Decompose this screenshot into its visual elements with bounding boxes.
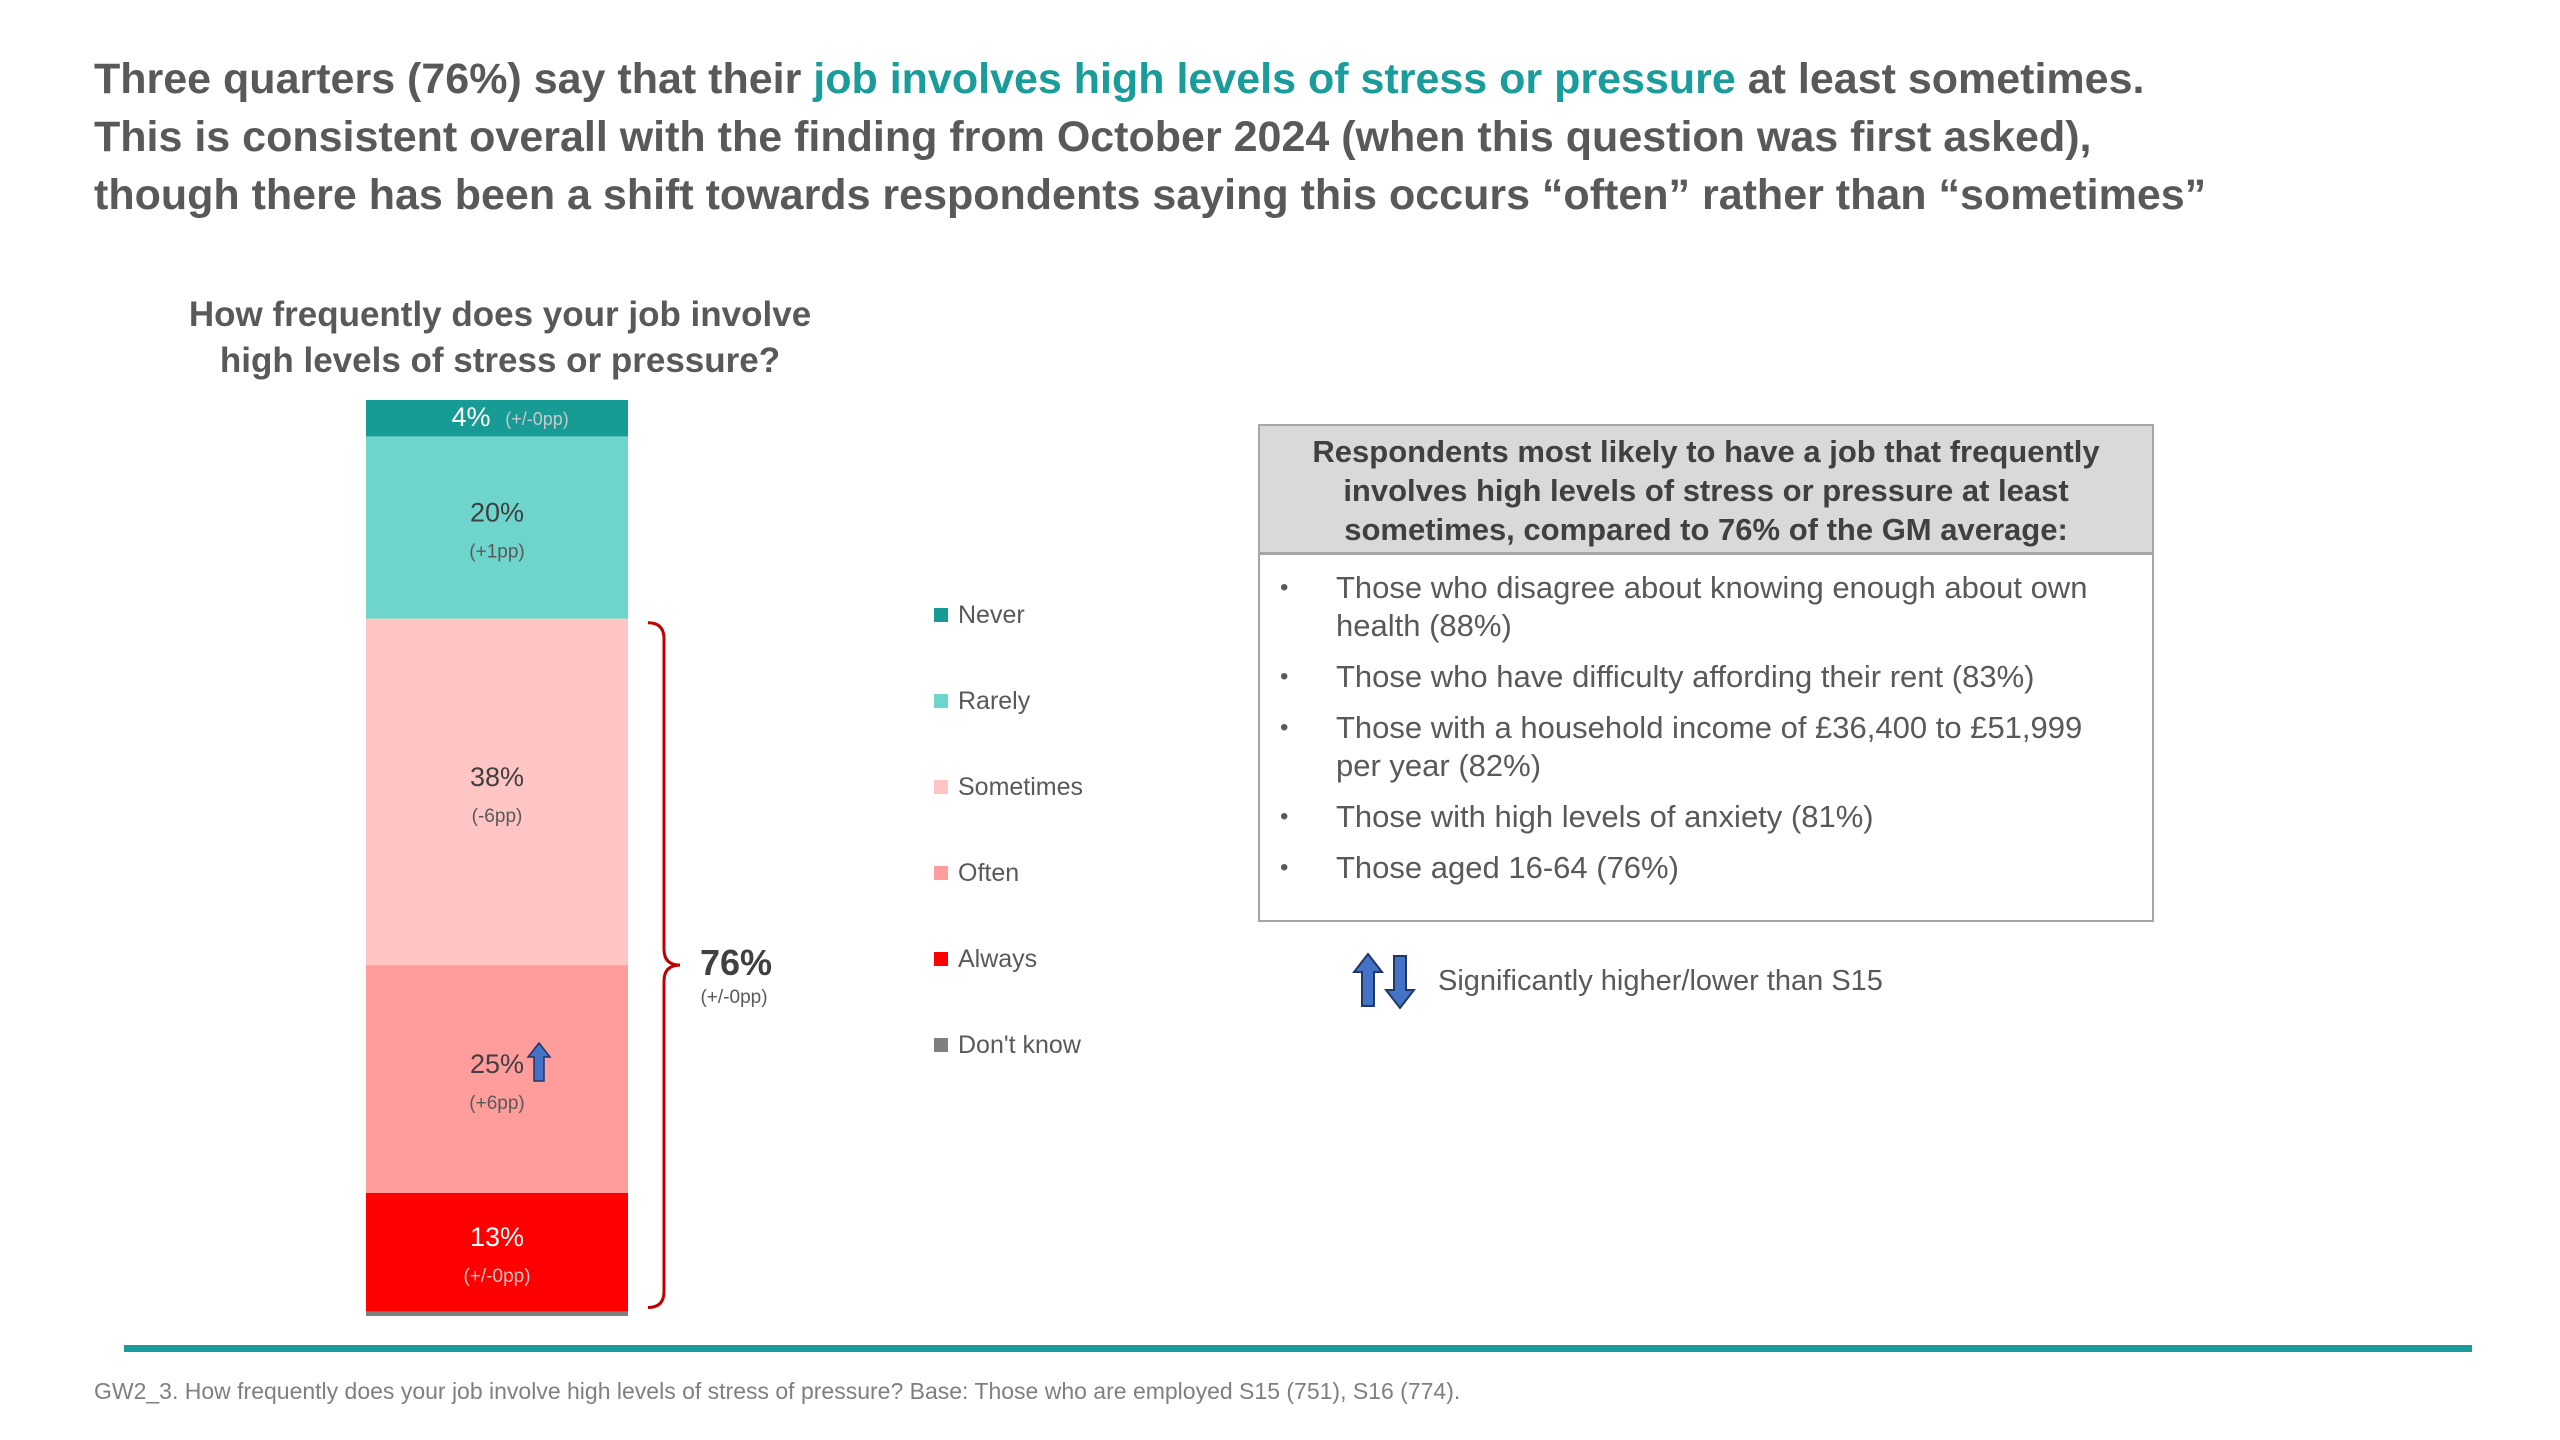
- legend-label: Don't know: [958, 1030, 1081, 1059]
- significance-note: Significantly higher/lower than S15: [1352, 950, 1883, 1012]
- legend-swatch: [934, 952, 948, 966]
- bar-value-label-sometimes: 38%: [470, 762, 524, 792]
- bar-change-label-rarely: (+1pp): [469, 542, 524, 563]
- stacked-bar-chart: 4% (+/-0pp) 20% (+1pp) 38% (-6pp) 25% (+6pp) 13%…: [366, 400, 772, 1316]
- bracket-line: [647, 621, 681, 1309]
- callout-item-text: Those with high levels of anxiety (81%): [1336, 799, 1874, 834]
- callout-item-text: Those who disagree about knowing enough …: [1336, 570, 2088, 643]
- bar-segment-don-t-know: [366, 1311, 628, 1316]
- bar-value-label-always: 13%: [470, 1222, 524, 1252]
- bullet: •: [1280, 803, 1289, 830]
- legend-label: Never: [958, 600, 1025, 629]
- legend-label: Sometimes: [958, 772, 1084, 801]
- bracket-change-label: (+/-0pp): [700, 987, 767, 1008]
- bracket-total-label: 76%: [700, 942, 772, 983]
- callout-list-item: • Those aged 16-64 (76%): [1280, 849, 2122, 887]
- headline: Three quarters (76%) say that their job …: [94, 50, 2514, 224]
- legend-swatch: [934, 694, 948, 708]
- callout-list-item: • Those with a household income of £36,40…: [1280, 709, 2122, 785]
- legend-swatch: [934, 1038, 948, 1052]
- callout-item-text: Those aged 16-64 (76%): [1336, 850, 1679, 885]
- legend-item-don-t-know: Don't know: [934, 1028, 1081, 1062]
- footnote: GW2_3. How frequently does your job invo…: [94, 1378, 1461, 1404]
- bar-change-label-sometimes: (-6pp): [472, 806, 523, 827]
- chart-title-line-2: high levels of stress or pressure?: [219, 341, 781, 380]
- headline-highlight: job involves high levels of stress or pr…: [813, 55, 1736, 103]
- bracket-group: 76% (+/-0pp): [647, 621, 772, 1309]
- bar-value-label-rarely: 20%: [470, 498, 524, 528]
- callout-list-item: • Those who disagree about knowing enough…: [1280, 569, 2122, 645]
- significance-note-text: Significantly higher/lower than S15: [1438, 964, 1883, 997]
- bar-segment-sometimes: [366, 618, 628, 966]
- legend-label: Often: [958, 858, 1020, 887]
- headline-line-3: though there has been a shift towards re…: [94, 171, 2207, 219]
- bar-segment-rarely: [366, 436, 628, 619]
- callout-box: Respondents most likely to have a job th…: [1258, 424, 2154, 922]
- up-down-arrows-icon: [1352, 952, 1416, 1010]
- callout-item-text: Those who have difficulty affording thei…: [1336, 659, 2035, 694]
- bar-value-label-often: 25%: [470, 1049, 524, 1079]
- chart-title: How frequently does your job involve hig…: [130, 292, 870, 384]
- legend-swatch: [934, 608, 948, 622]
- chart-title-line-1: How frequently does your job involve: [188, 295, 812, 334]
- bullet: •: [1280, 714, 1289, 741]
- headline-line-1: Three quarters (76%) say that their job …: [94, 50, 2514, 108]
- bar-segment-always: [366, 1192, 628, 1312]
- bar-change-label-often: (+6pp): [469, 1093, 524, 1114]
- callout-item-text: Those with a household income of £36,400…: [1336, 710, 2083, 783]
- bar-group: 4% (+/-0pp) 20% (+1pp) 38% (-6pp) 25% (+6pp) 13%…: [366, 400, 628, 1316]
- bullet: •: [1280, 854, 1289, 881]
- legend-swatch: [934, 866, 948, 880]
- legend-label: Rarely: [958, 686, 1031, 715]
- legend-label: Always: [958, 944, 1038, 973]
- legend-swatch: [934, 780, 948, 794]
- bullet: •: [1280, 663, 1289, 690]
- headline-text-end: at least sometimes.: [1735, 55, 2145, 103]
- significance-up-arrow-icon: [526, 1041, 552, 1082]
- legend-item-often: Often: [934, 856, 1019, 890]
- callout-list-item: • Those with high levels of anxiety (81%): [1280, 798, 2122, 836]
- callout-list-item: • Those who have difficulty affording the…: [1280, 658, 2122, 696]
- bar-value-label-never: 4%: [451, 402, 490, 432]
- callout-list: • Those who disagree about knowing enough…: [1260, 555, 2152, 887]
- legend-item-rarely: Rarely: [934, 684, 1030, 718]
- bar-change-label-always: (+/-0pp): [463, 1266, 530, 1287]
- bar-segment-never: [366, 400, 628, 437]
- legend-item-always: Always: [934, 942, 1037, 976]
- bar-segment-often: [366, 965, 628, 1193]
- legend-item-sometimes: Sometimes: [934, 770, 1083, 804]
- headline-text: Three quarters (76%) say that their: [94, 55, 814, 103]
- legend-item-never: Never: [934, 598, 1025, 632]
- bar-change-label-never: (+/-0pp): [505, 409, 569, 429]
- headline-line-2: This is consistent overall with the find…: [94, 113, 2092, 161]
- footer-divider: [124, 1345, 2472, 1352]
- callout-header: Respondents most likely to have a job th…: [1260, 426, 2152, 555]
- bullet: •: [1280, 574, 1289, 601]
